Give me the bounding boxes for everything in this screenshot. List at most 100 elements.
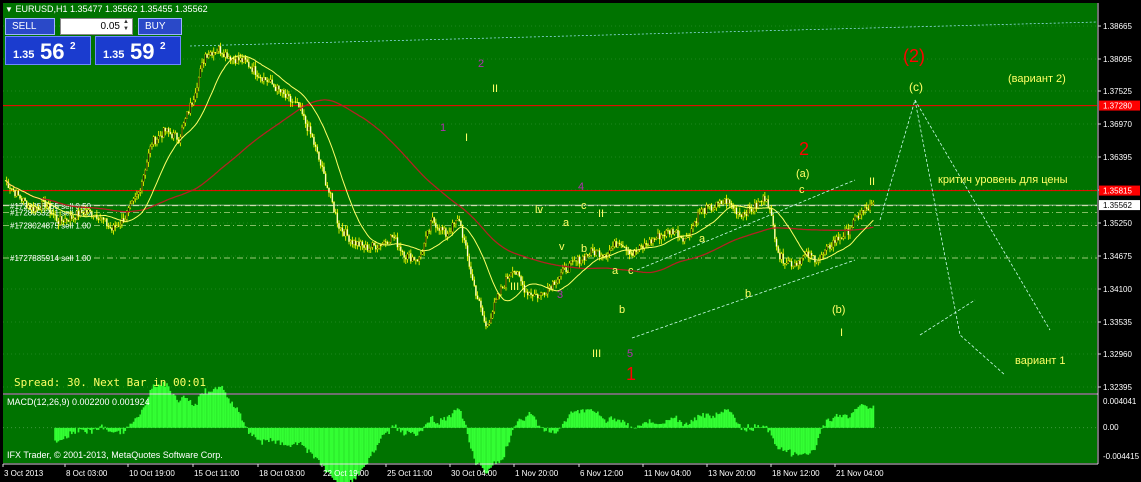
lot-stepper-icon[interactable]: ▲ ▼	[123, 19, 129, 32]
buy-button[interactable]: BUY	[138, 18, 182, 35]
wave-label-IV_a: lv	[535, 204, 543, 216]
wave-label-IV_b: lv	[627, 246, 635, 258]
macd-label: MACD(12,26,9) 0.002200 0.001924	[7, 397, 150, 407]
wave-label-variant2: (вариант 2)	[1008, 73, 1066, 85]
wave-label-b1: b	[581, 243, 587, 255]
macd-axis-tick: -0.004415	[1103, 452, 1140, 461]
price-tag-level-1-bg	[1099, 100, 1140, 111]
wave-label-V_a: v	[559, 241, 565, 253]
forecast-variant-1	[879, 99, 1006, 376]
price-axis-tick: 1.32960	[1103, 350, 1132, 359]
wave-label-I_a: I	[465, 132, 468, 144]
candles	[5, 42, 875, 330]
wave-label-a_c_paren: (c)	[909, 80, 923, 94]
window-menu-icon[interactable]: ▼	[5, 5, 13, 14]
sell-button[interactable]: SELL	[5, 18, 55, 35]
wave-label-III_b: III	[592, 348, 601, 360]
time-axis-tick: 11 Nov 04:00	[644, 469, 692, 478]
time-axis-tick: 6 Nov 12:00	[580, 469, 624, 478]
price-axis-tick: 1.34100	[1103, 285, 1132, 294]
wave-label-w3: 3	[557, 289, 563, 301]
time-axis-tick: 1 Nov 20:00	[515, 469, 559, 478]
lot-size-input[interactable]: 0.05	[60, 18, 133, 35]
time-axis-tick: 3 Oct 2013	[4, 469, 44, 478]
wave-label-a1: a	[563, 217, 570, 229]
drawings	[631, 99, 1051, 376]
sell-price-fraction: 2	[70, 41, 76, 52]
wave-label-a3: a	[699, 233, 706, 245]
axes: 1.386651.380951.375251.369701.363951.358…	[2, 3, 1140, 478]
channel-upper-line	[636, 179, 856, 271]
copyright-text: IFX Trader, © 2001-2013, MetaQuotes Soft…	[7, 450, 223, 460]
wave-label-c1: c	[581, 200, 587, 212]
sell-price-prefix: 1.35	[13, 49, 35, 61]
wave-label-w1: 1	[440, 122, 446, 134]
buy-quote-button[interactable]: 1.35 59 2	[95, 36, 181, 65]
time-axis-tick: 13 Nov 20:00	[708, 469, 756, 478]
wave-label-red1: 1	[626, 364, 636, 384]
price-axis-tick: 1.35250	[1103, 219, 1132, 228]
time-axis-tick: 18 Oct 03:00	[259, 469, 305, 478]
wave-label-a_paren: (a)	[796, 168, 809, 180]
order-label: #1727885914 sell 1.00	[10, 254, 92, 263]
channel-lower-line	[631, 259, 856, 339]
wave-label-variant1: вариант 1	[1015, 355, 1066, 367]
wave-label-w5: 5	[627, 348, 633, 360]
one-click-trading-panel: SELL 0.05 ▲ ▼ BUY 1.35 56 2 1.35 59 2	[5, 18, 182, 66]
price-axis-tick: 1.36395	[1103, 153, 1132, 162]
wave-label-III_a: III	[510, 281, 519, 293]
time-axis-tick: 8 Oct 03:00	[66, 469, 108, 478]
price-tag-current: 1.35562	[1103, 201, 1132, 210]
time-axis-tick: 25 Oct 11:00	[387, 469, 433, 478]
price-tag-current-bg	[1099, 200, 1140, 211]
window-title-text: EURUSD,H1 1.35477 1.35562 1.35455 1.3556…	[15, 4, 208, 14]
order-label: #1728024875 sell 1.00	[10, 221, 92, 230]
wave-label-I_b: I	[840, 327, 843, 339]
wave-label-b3: b	[745, 288, 751, 300]
sell-price-pips: 56	[40, 39, 65, 64]
forecast-branch	[919, 299, 976, 336]
macd-histogram	[3, 381, 1097, 482]
wave-label-c3: c	[799, 184, 805, 196]
spread-status: Spread: 30. Next Bar in 00:01	[14, 376, 207, 389]
wave-label-c2: c	[628, 265, 634, 277]
window-title: ▼ EURUSD,H1 1.35477 1.35562 1.35455 1.35…	[5, 4, 208, 14]
wave-label-II_b: II	[598, 208, 604, 220]
time-axis-tick: 18 Nov 12:00	[772, 469, 820, 478]
channel-top-line	[189, 21, 1098, 47]
wave-label-red2: 2	[799, 139, 809, 159]
wave-label-w2: 2	[478, 58, 484, 70]
buy-price-fraction: 2	[160, 41, 166, 52]
time-axis-tick: 22 Oct 19:00	[323, 469, 369, 478]
time-axis-tick: 10 Oct 19:00	[129, 469, 175, 478]
price-tag-level-2: 1.35815	[1103, 187, 1132, 196]
sell-quote-button[interactable]: 1.35 56 2	[5, 36, 91, 65]
slow-moving-average	[4, 99, 874, 274]
annotations: (2) (c) (вариант 2) критич уровень для цены…	[440, 46, 1068, 384]
buy-price-prefix: 1.35	[103, 49, 125, 61]
wave-label-II_top: II	[492, 83, 498, 95]
macd-axis-tick: 0.004041	[1103, 397, 1137, 406]
fast-moving-average	[4, 55, 874, 302]
wave-label-II_c: II	[869, 176, 875, 188]
wave-label-b2: b	[619, 304, 625, 316]
wave-label-w4: 4	[578, 181, 584, 193]
price-axis-tick: 1.38665	[1103, 22, 1132, 31]
price-axis-tick: 1.33535	[1103, 318, 1132, 327]
buy-price-pips: 59	[130, 39, 155, 64]
time-axis-tick: 15 Oct 11:00	[194, 469, 240, 478]
price-axis-tick: 1.32395	[1103, 383, 1132, 392]
time-axis-tick: 21 Nov 04:00	[836, 469, 884, 478]
wave-label-a_2_paren: (2)	[903, 46, 925, 66]
wave-label-a2: a	[612, 265, 619, 277]
price-axis-tick: 1.37525	[1103, 87, 1132, 96]
price-tag-level-2-bg	[1099, 185, 1140, 196]
price-chart-area[interactable]	[3, 3, 1097, 393]
price-axis-tick: 1.38095	[1103, 55, 1132, 64]
price-tag-level-1: 1.37280	[1103, 102, 1132, 111]
price-axis-tick: 1.36970	[1103, 120, 1132, 129]
macd-axis-tick: 0.00	[1103, 423, 1119, 432]
wave-label-b_paren: (b)	[832, 304, 845, 316]
time-axis-tick: 30 Oct 04:00	[451, 469, 497, 478]
